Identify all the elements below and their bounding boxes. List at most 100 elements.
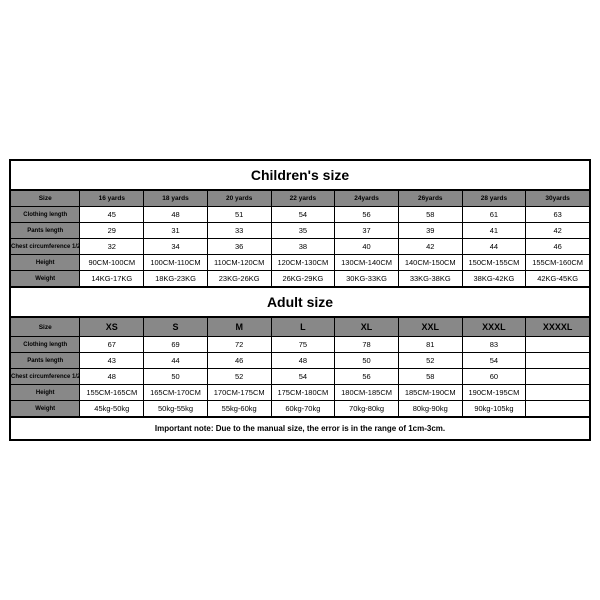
cell: 63 <box>526 207 590 223</box>
col-head: Size <box>11 191 80 207</box>
col-head: 30yards <box>526 191 590 207</box>
children-table: Size 16 yards 18 yards 20 yards 22 yards… <box>10 190 590 287</box>
col-head: 16 yards <box>80 191 144 207</box>
cell: 185CM-190CM <box>398 385 462 401</box>
cell: 56 <box>335 207 399 223</box>
cell: 52 <box>207 369 271 385</box>
col-head: M <box>207 318 271 337</box>
col-head: 20 yards <box>207 191 271 207</box>
cell: 38KG-42KG <box>462 271 526 287</box>
col-head: 18 yards <box>144 191 208 207</box>
children-title: Children's size <box>10 160 590 190</box>
row-label: Height <box>11 255 80 271</box>
cell: 90kg-105kg <box>462 401 526 417</box>
cell: 60kg-70kg <box>271 401 335 417</box>
children-header-row: Size 16 yards 18 yards 20 yards 22 yards… <box>11 191 590 207</box>
cell: 56 <box>335 369 399 385</box>
important-note: Important note: Due to the manual size, … <box>10 417 590 440</box>
cell: 48 <box>80 369 144 385</box>
cell: 69 <box>144 337 208 353</box>
children-body: Clothing length 45 48 51 54 56 58 61 63 … <box>11 207 590 287</box>
cell: 41 <box>462 223 526 239</box>
cell: 50 <box>335 353 399 369</box>
col-head: Size <box>11 318 80 337</box>
cell: 83 <box>462 337 526 353</box>
adult-header-row: Size XS S M L XL XXL XXXL XXXXL <box>11 318 590 337</box>
cell: 50kg-55kg <box>144 401 208 417</box>
cell: 33KG-38KG <box>398 271 462 287</box>
cell: 120CM-130CM <box>271 255 335 271</box>
cell: 38 <box>271 239 335 255</box>
cell: 150CM-155CM <box>462 255 526 271</box>
col-head: XXXL <box>462 318 526 337</box>
cell: 34 <box>144 239 208 255</box>
cell: 130CM-140CM <box>335 255 399 271</box>
cell: 58 <box>398 369 462 385</box>
cell: 44 <box>462 239 526 255</box>
cell <box>526 337 590 353</box>
cell: 30KG-33KG <box>335 271 399 287</box>
row-label: Clothing length <box>11 337 80 353</box>
cell: 48 <box>144 207 208 223</box>
cell: 36 <box>207 239 271 255</box>
row-label: Pants length <box>11 353 80 369</box>
cell: 51 <box>207 207 271 223</box>
size-chart-sheet: Children's size Size 16 yards 18 yards 2… <box>9 159 591 441</box>
cell: 33 <box>207 223 271 239</box>
col-head: XL <box>335 318 399 337</box>
cell: 52 <box>398 353 462 369</box>
table-row: Pants length 29 31 33 35 37 39 41 42 <box>11 223 590 239</box>
cell: 42 <box>398 239 462 255</box>
cell: 39 <box>398 223 462 239</box>
cell: 54 <box>271 369 335 385</box>
cell: 70kg-80kg <box>335 401 399 417</box>
cell: 58 <box>398 207 462 223</box>
cell: 46 <box>207 353 271 369</box>
col-head: XXL <box>398 318 462 337</box>
table-row: Height 155CM-165CM 165CM-170CM 170CM-175… <box>11 385 590 401</box>
cell: 37 <box>335 223 399 239</box>
cell <box>526 353 590 369</box>
cell: 155CM-165CM <box>80 385 144 401</box>
cell: 80kg-90kg <box>398 401 462 417</box>
cell <box>526 369 590 385</box>
cell: 140CM-150CM <box>398 255 462 271</box>
row-label: Chest circumference 1/2 <box>11 369 80 385</box>
cell <box>526 385 590 401</box>
table-row: Pants length 43 44 46 48 50 52 54 <box>11 353 590 369</box>
cell: 110CM-120CM <box>207 255 271 271</box>
cell: 81 <box>398 337 462 353</box>
table-row: Clothing length 45 48 51 54 56 58 61 63 <box>11 207 590 223</box>
row-label: Pants length <box>11 223 80 239</box>
cell <box>526 401 590 417</box>
cell: 78 <box>335 337 399 353</box>
cell: 43 <box>80 353 144 369</box>
cell: 55kg-60kg <box>207 401 271 417</box>
row-label: Weight <box>11 271 80 287</box>
col-head: 24yards <box>335 191 399 207</box>
cell: 48 <box>271 353 335 369</box>
cell: 75 <box>271 337 335 353</box>
col-head: S <box>144 318 208 337</box>
cell: 155CM-160CM <box>526 255 590 271</box>
cell: 46 <box>526 239 590 255</box>
cell: 32 <box>80 239 144 255</box>
row-label: Chest circumference 1/2 <box>11 239 80 255</box>
cell: 35 <box>271 223 335 239</box>
cell: 60 <box>462 369 526 385</box>
col-head: 26yards <box>398 191 462 207</box>
cell: 175CM-180CM <box>271 385 335 401</box>
cell: 40 <box>335 239 399 255</box>
cell: 45 <box>80 207 144 223</box>
cell: 72 <box>207 337 271 353</box>
col-head: 22 yards <box>271 191 335 207</box>
cell: 170CM-175CM <box>207 385 271 401</box>
table-row: Height 90CM-100CM 100CM-110CM 110CM-120C… <box>11 255 590 271</box>
adult-table: Size XS S M L XL XXL XXXL XXXXL Clothing… <box>10 317 590 417</box>
col-head: L <box>271 318 335 337</box>
col-head: XXXXL <box>526 318 590 337</box>
cell: 29 <box>80 223 144 239</box>
cell: 26KG-29KG <box>271 271 335 287</box>
adult-title: Adult size <box>10 287 590 317</box>
cell: 44 <box>144 353 208 369</box>
